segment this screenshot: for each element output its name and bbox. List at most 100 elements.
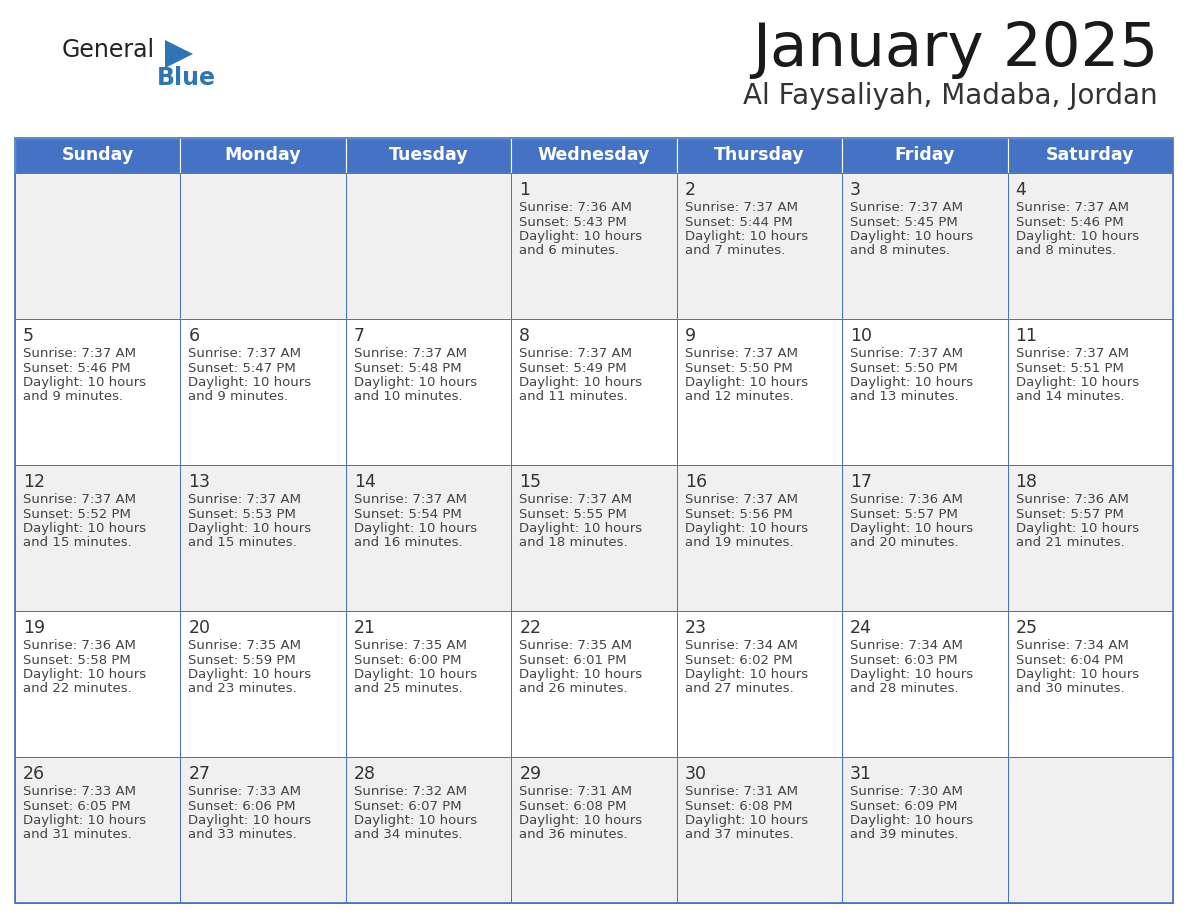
Bar — [15, 138, 181, 173]
Text: Sunrise: 7:31 AM: Sunrise: 7:31 AM — [519, 785, 632, 798]
Text: Sunset: 6:08 PM: Sunset: 6:08 PM — [684, 800, 792, 812]
Bar — [842, 173, 1007, 319]
Text: Sunset: 5:56 PM: Sunset: 5:56 PM — [684, 508, 792, 521]
Text: and 12 minutes.: and 12 minutes. — [684, 390, 794, 404]
Text: Sunrise: 7:37 AM: Sunrise: 7:37 AM — [23, 493, 135, 506]
Text: Sunrise: 7:35 AM: Sunrise: 7:35 AM — [189, 639, 302, 652]
Text: Sunrise: 7:37 AM: Sunrise: 7:37 AM — [189, 493, 302, 506]
Text: Sunrise: 7:33 AM: Sunrise: 7:33 AM — [189, 785, 302, 798]
Text: Sunrise: 7:36 AM: Sunrise: 7:36 AM — [519, 201, 632, 214]
Bar — [677, 757, 842, 903]
Bar — [1007, 757, 1173, 903]
Text: General: General — [62, 38, 156, 62]
Text: and 11 minutes.: and 11 minutes. — [519, 390, 628, 404]
Text: Thursday: Thursday — [714, 147, 804, 164]
Text: 25: 25 — [1016, 619, 1037, 637]
Text: Daylight: 10 hours: Daylight: 10 hours — [519, 376, 643, 389]
Text: 18: 18 — [1016, 473, 1037, 491]
Text: Sunset: 6:07 PM: Sunset: 6:07 PM — [354, 800, 461, 812]
Text: Friday: Friday — [895, 147, 955, 164]
Text: Sunrise: 7:37 AM: Sunrise: 7:37 AM — [519, 347, 632, 360]
Text: Saturday: Saturday — [1047, 147, 1135, 164]
Text: 6: 6 — [189, 327, 200, 345]
Bar — [181, 611, 346, 757]
Text: Sunrise: 7:37 AM: Sunrise: 7:37 AM — [354, 493, 467, 506]
Text: and 7 minutes.: and 7 minutes. — [684, 244, 785, 258]
Text: 14: 14 — [354, 473, 375, 491]
Text: Sunrise: 7:36 AM: Sunrise: 7:36 AM — [851, 493, 963, 506]
Bar — [346, 173, 511, 319]
Text: Sunrise: 7:37 AM: Sunrise: 7:37 AM — [684, 347, 797, 360]
Text: Sunset: 5:50 PM: Sunset: 5:50 PM — [684, 362, 792, 375]
Text: Daylight: 10 hours: Daylight: 10 hours — [354, 814, 478, 827]
Bar — [346, 465, 511, 611]
Text: 24: 24 — [851, 619, 872, 637]
Text: 2: 2 — [684, 181, 696, 199]
Bar — [511, 757, 677, 903]
Text: and 37 minutes.: and 37 minutes. — [684, 829, 794, 842]
Text: and 9 minutes.: and 9 minutes. — [189, 390, 289, 404]
Text: Sunset: 6:03 PM: Sunset: 6:03 PM — [851, 654, 958, 666]
Text: and 10 minutes.: and 10 minutes. — [354, 390, 462, 404]
Bar — [511, 465, 677, 611]
Text: 9: 9 — [684, 327, 696, 345]
Bar — [842, 757, 1007, 903]
Text: Sunset: 5:59 PM: Sunset: 5:59 PM — [189, 654, 296, 666]
Bar — [15, 465, 181, 611]
Bar — [511, 319, 677, 465]
Text: 5: 5 — [23, 327, 34, 345]
Text: Daylight: 10 hours: Daylight: 10 hours — [354, 522, 478, 535]
Text: Sunset: 5:47 PM: Sunset: 5:47 PM — [189, 362, 296, 375]
Bar — [346, 757, 511, 903]
Text: 31: 31 — [851, 765, 872, 783]
Text: Sunset: 5:54 PM: Sunset: 5:54 PM — [354, 508, 462, 521]
Text: Daylight: 10 hours: Daylight: 10 hours — [1016, 522, 1138, 535]
Text: Sunrise: 7:37 AM: Sunrise: 7:37 AM — [519, 493, 632, 506]
Text: 15: 15 — [519, 473, 542, 491]
Bar — [842, 138, 1007, 173]
Text: 22: 22 — [519, 619, 542, 637]
Text: 27: 27 — [189, 765, 210, 783]
Text: and 20 minutes.: and 20 minutes. — [851, 536, 959, 550]
Bar — [511, 611, 677, 757]
Text: and 28 minutes.: and 28 minutes. — [851, 682, 959, 696]
Text: Daylight: 10 hours: Daylight: 10 hours — [354, 668, 478, 681]
Text: and 13 minutes.: and 13 minutes. — [851, 390, 959, 404]
Text: and 14 minutes.: and 14 minutes. — [1016, 390, 1124, 404]
Text: 23: 23 — [684, 619, 707, 637]
Text: 11: 11 — [1016, 327, 1037, 345]
Text: and 36 minutes.: and 36 minutes. — [519, 829, 628, 842]
Text: Sunday: Sunday — [62, 147, 134, 164]
Text: Wednesday: Wednesday — [538, 147, 650, 164]
Text: Daylight: 10 hours: Daylight: 10 hours — [684, 814, 808, 827]
Text: Sunset: 6:01 PM: Sunset: 6:01 PM — [519, 654, 627, 666]
Text: Sunset: 5:53 PM: Sunset: 5:53 PM — [189, 508, 296, 521]
Bar — [677, 138, 842, 173]
Text: Sunrise: 7:36 AM: Sunrise: 7:36 AM — [23, 639, 135, 652]
Text: Sunset: 5:44 PM: Sunset: 5:44 PM — [684, 216, 792, 229]
Text: Daylight: 10 hours: Daylight: 10 hours — [1016, 376, 1138, 389]
Bar — [677, 319, 842, 465]
Bar — [1007, 465, 1173, 611]
Text: and 30 minutes.: and 30 minutes. — [1016, 682, 1124, 696]
Bar — [1007, 611, 1173, 757]
Text: Daylight: 10 hours: Daylight: 10 hours — [851, 668, 973, 681]
Text: 19: 19 — [23, 619, 45, 637]
Text: 4: 4 — [1016, 181, 1026, 199]
Text: Daylight: 10 hours: Daylight: 10 hours — [189, 376, 311, 389]
Bar — [346, 138, 511, 173]
Text: Sunset: 5:57 PM: Sunset: 5:57 PM — [1016, 508, 1124, 521]
Text: Sunset: 6:08 PM: Sunset: 6:08 PM — [519, 800, 627, 812]
Text: Sunset: 5:57 PM: Sunset: 5:57 PM — [851, 508, 958, 521]
Text: 20: 20 — [189, 619, 210, 637]
Text: 30: 30 — [684, 765, 707, 783]
Text: and 27 minutes.: and 27 minutes. — [684, 682, 794, 696]
Text: Sunset: 5:45 PM: Sunset: 5:45 PM — [851, 216, 958, 229]
Text: Tuesday: Tuesday — [388, 147, 468, 164]
Text: 16: 16 — [684, 473, 707, 491]
Polygon shape — [165, 40, 192, 68]
Text: 29: 29 — [519, 765, 542, 783]
Text: 10: 10 — [851, 327, 872, 345]
Text: and 31 minutes.: and 31 minutes. — [23, 829, 132, 842]
Text: Sunrise: 7:37 AM: Sunrise: 7:37 AM — [354, 347, 467, 360]
